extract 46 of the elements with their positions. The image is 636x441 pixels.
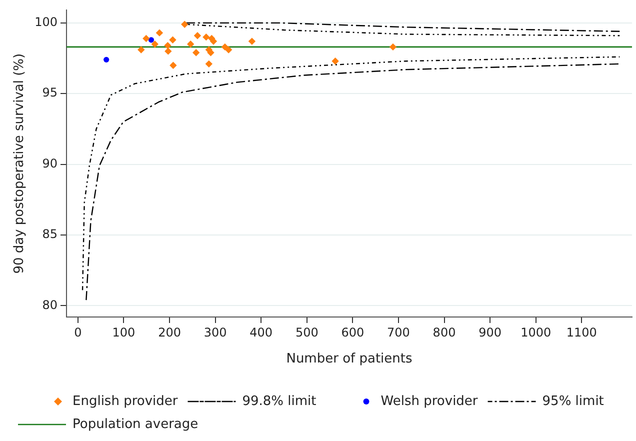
x-tick-label: 1000: [520, 325, 552, 340]
point: [181, 20, 188, 28]
point: [248, 38, 256, 45]
point: [170, 62, 177, 69]
point: [104, 56, 110, 62]
point: [207, 49, 214, 56]
y-axis-title: 90 day postoperative survival (%): [12, 53, 28, 274]
x-tick-label: 900: [478, 325, 502, 340]
y-tick-label: 80: [42, 298, 58, 312]
point: [148, 37, 154, 43]
point: [225, 46, 232, 54]
point: [205, 60, 213, 68]
point: [142, 34, 150, 42]
y-tick-label: 100: [34, 15, 58, 30]
point: [192, 49, 200, 56]
point: [332, 58, 339, 65]
legend-label: Welsh provider: [380, 394, 478, 409]
point: [138, 46, 145, 54]
point: [164, 42, 172, 50]
x-tick-label: 100: [112, 325, 136, 340]
point: [389, 43, 397, 51]
x-tick-label: 600: [341, 325, 364, 340]
x-tick-label: 200: [158, 325, 181, 340]
x-tick-label: 500: [295, 325, 318, 340]
x-tick-label: 1100: [566, 325, 597, 340]
point: [151, 40, 158, 48]
y-tick-label: 85: [42, 227, 58, 242]
point: [186, 40, 194, 48]
legend-label: 99.8% limit: [242, 394, 316, 409]
point: [194, 32, 202, 40]
legend-label: English provider: [72, 394, 178, 409]
x-axis-title: Number of patients: [286, 352, 412, 367]
x-tick-label: 300: [204, 325, 227, 340]
legend-label: 95% limit: [542, 394, 604, 409]
point: [221, 43, 229, 51]
point: [169, 36, 176, 44]
point: [164, 48, 172, 55]
legend-label: Population average: [72, 416, 198, 432]
point: [202, 33, 210, 41]
x-tick-label: 800: [432, 325, 456, 340]
y-tick-label: 90: [42, 156, 58, 170]
x-tick-label: 0: [74, 325, 82, 340]
x-tick-label: 400: [250, 325, 273, 340]
y-tick-label: 95: [42, 86, 58, 100]
x-tick-label: 700: [387, 325, 410, 340]
point: [156, 29, 164, 36]
